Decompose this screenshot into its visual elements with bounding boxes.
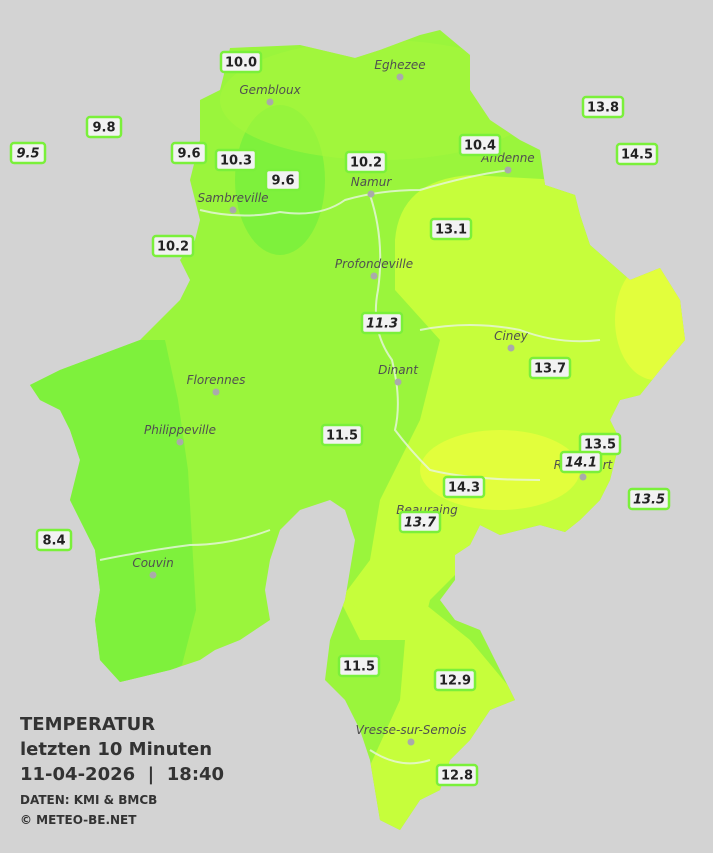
station-box (219, 50, 263, 74)
copyright: © METEO-BE.NET (20, 813, 137, 827)
station-box (9, 141, 47, 165)
station-box (615, 142, 659, 166)
station-value: 11.5 (326, 429, 358, 444)
city-dot (507, 344, 515, 352)
station-box (429, 217, 473, 241)
station-value: 11.3 (366, 317, 398, 332)
station-value: 14.5 (621, 148, 653, 163)
station-box (337, 654, 381, 678)
station-value: 9.6 (177, 147, 200, 162)
station-box (398, 510, 442, 534)
station-box (458, 133, 502, 157)
city-label: Sambreville (197, 191, 268, 205)
station-box (170, 141, 208, 165)
station-box (344, 150, 388, 174)
station-value: 14.3 (448, 481, 480, 496)
station-box (435, 763, 479, 787)
station-value: 10.0 (225, 56, 257, 71)
station-value: 10.2 (350, 156, 382, 171)
station-value: 13.7 (534, 362, 566, 377)
station-box (581, 95, 625, 119)
station-value: 10.3 (220, 154, 252, 169)
city-label: Ciney (494, 329, 529, 343)
city-dot (394, 378, 402, 386)
station-box (559, 450, 603, 474)
city-dot (367, 190, 375, 198)
station-box (360, 311, 404, 335)
source: DATEN: KMI & BMCB (20, 793, 157, 807)
city-label: Profondeville (335, 257, 413, 271)
city-label: Gembloux (239, 83, 301, 97)
station-box (627, 487, 671, 511)
city-dot (579, 473, 587, 481)
city-dot (212, 388, 220, 396)
station-value: 12.8 (441, 769, 473, 784)
station-box (528, 356, 572, 380)
station-box (264, 168, 302, 192)
station-value: 9.5 (16, 147, 39, 162)
title: TEMPERATUR (20, 714, 155, 735)
station-value: 12.9 (439, 674, 471, 689)
station-value: 9.8 (92, 121, 115, 136)
station-value: 11.5 (343, 660, 375, 675)
city-dot (176, 438, 184, 446)
station-value: 14.1 (565, 456, 597, 471)
city-label: Dinant (378, 363, 419, 377)
station-value: 10.4 (464, 139, 496, 154)
station-value: 9.6 (271, 174, 294, 189)
city-dot (396, 73, 404, 81)
station-value: 10.2 (157, 240, 189, 255)
city-dot (266, 98, 274, 106)
station-value: 13.7 (404, 516, 437, 531)
city-label: Couvin (132, 556, 173, 570)
station-box (442, 475, 486, 499)
datetime: 11-04-2026 | 18:40 (20, 764, 224, 785)
station-value: 13.5 (633, 493, 665, 508)
city-dot (407, 738, 415, 746)
station-box (85, 115, 123, 139)
city-dot (149, 571, 157, 579)
station-box (320, 423, 364, 447)
station-box (35, 528, 73, 552)
station-value: 13.5 (584, 438, 616, 453)
city-label: Namur (351, 175, 393, 189)
city-label: Philippeville (144, 423, 216, 437)
city-dot (229, 206, 237, 214)
station-value: 13.1 (435, 223, 467, 238)
city-dot (504, 166, 512, 174)
city-dot (370, 272, 378, 280)
station-box (151, 234, 195, 258)
city-label: Vresse-sur-Semois (356, 723, 467, 737)
station-box (214, 148, 258, 172)
station-value: 8.4 (42, 534, 65, 549)
station-box (433, 668, 477, 692)
city-label: Eghezee (374, 58, 425, 72)
station-value: 13.8 (587, 101, 619, 116)
subtitle: letzten 10 Minuten (20, 739, 212, 760)
city-label: Florennes (187, 373, 246, 387)
